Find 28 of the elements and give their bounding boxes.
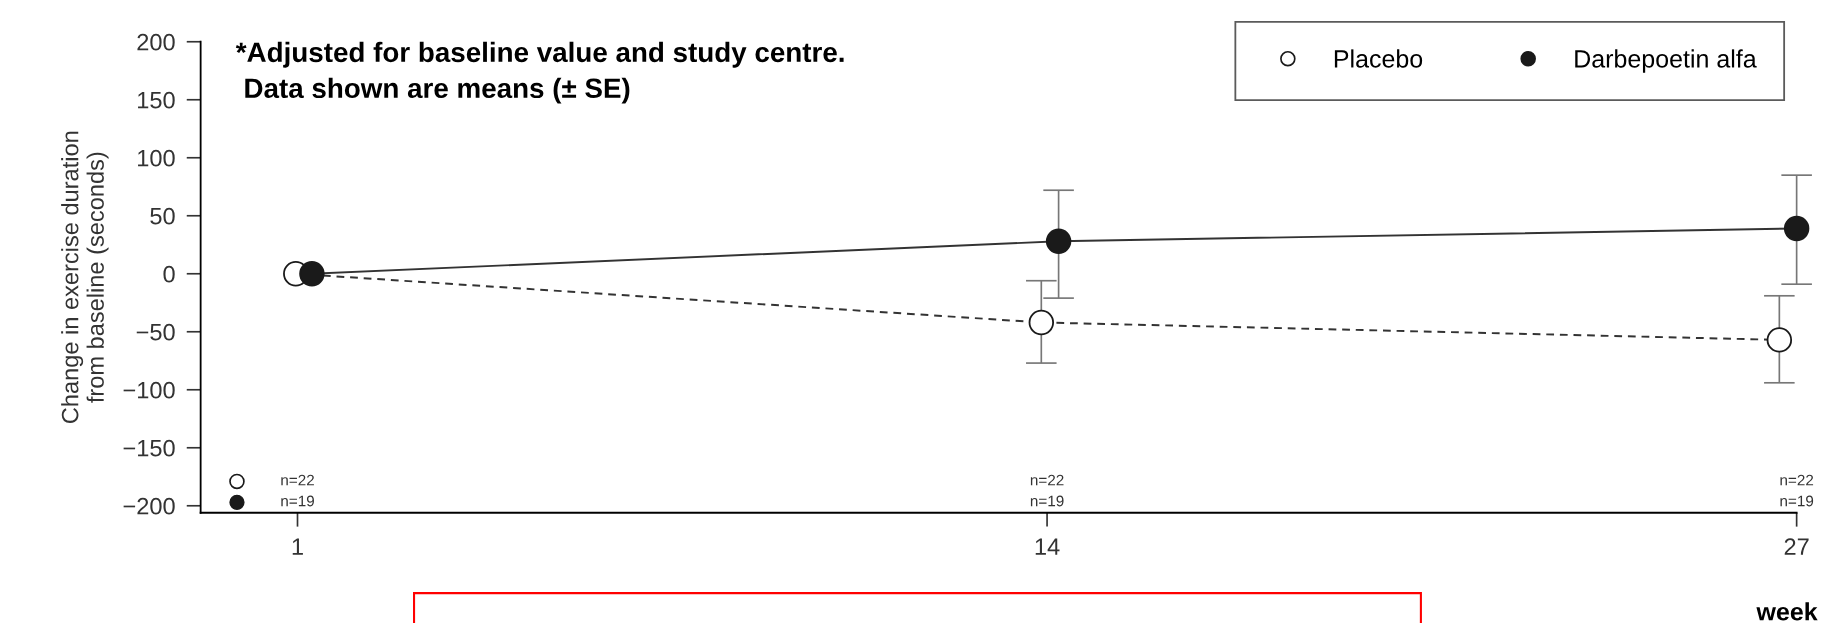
annotation: n=22 [1780,474,1814,486]
point [1783,215,1810,242]
y-tick-label: −50 [136,323,175,341]
y-axis-title: Change in exercise duration from baseline (seconds) [61,131,109,424]
y-tick-label: 200 [137,33,175,51]
annotation: n=19 [1780,495,1814,507]
point [1045,228,1072,254]
y-tick-label: 0 [163,265,175,283]
x-tick-label: 1 [292,538,303,555]
point [1028,309,1055,336]
legend-label: Darbepoetin alfa [1575,49,1757,73]
y-tick-label: −200 [123,497,175,515]
x-tick-label: 14 [1035,538,1060,555]
y-tick-label: −150 [123,439,175,457]
point [299,261,325,287]
annotation: n=22 [1030,474,1064,486]
x-axis-title: week [1756,602,1818,621]
legend-label: Placebo [1334,49,1423,68]
annotation: n=19 [281,495,314,507]
annotation: n=22 [281,474,314,486]
y-tick-label: 50 [150,207,175,225]
point [1766,327,1793,353]
x-tick-label: 27 [1784,538,1809,555]
annotation: *Adjusted for baseline value and study centre. Data shown are means (± SE) [235,41,844,104]
y-tick-label: −100 [123,381,175,399]
y-tick-label: 150 [138,91,175,109]
annotation: n=19 [1030,495,1064,507]
y-tick-label: 100 [138,149,175,167]
